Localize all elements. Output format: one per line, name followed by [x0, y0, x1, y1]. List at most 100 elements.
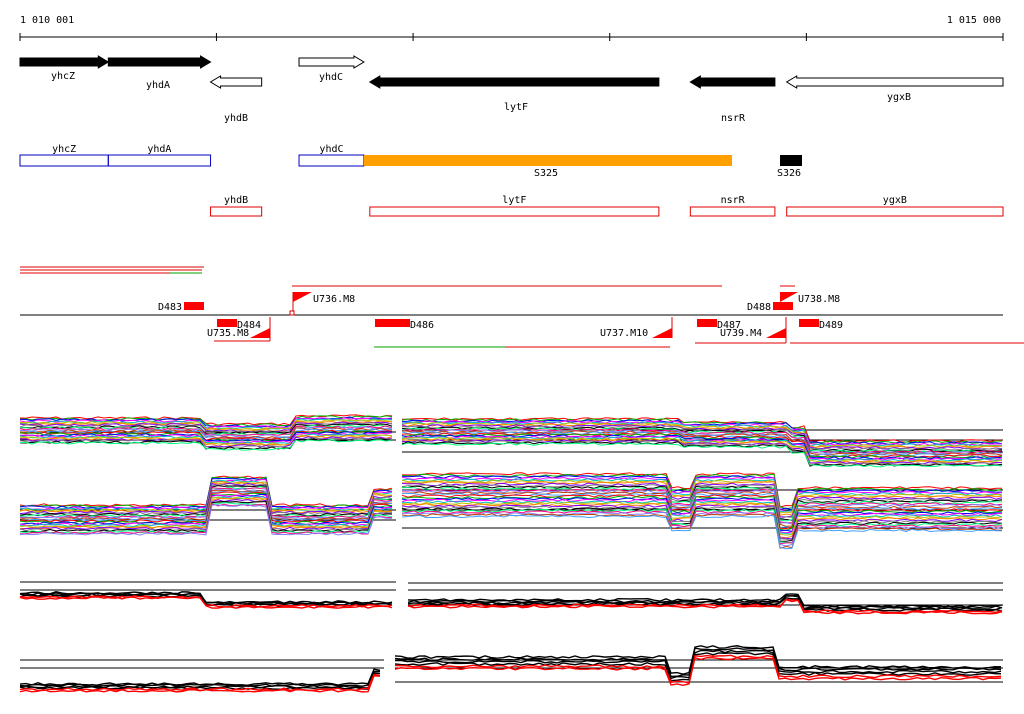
expression-panel-2-right-series — [401, 472, 1003, 508]
minus-transcript-lytf[interactable] — [369, 206, 660, 217]
feature-u738-label: U738.M8 — [798, 294, 840, 305]
feature-u739-flag[interactable] — [766, 328, 786, 338]
expression-panel-2-right-series — [401, 476, 1003, 512]
expression-panel-1-right-series — [401, 439, 1003, 465]
feature-u736-box — [289, 310, 295, 316]
expression-panel-2-right-series — [401, 489, 1003, 525]
expression-panel-3-left — [19, 581, 396, 609]
expression-panel-1-left-series — [19, 422, 393, 433]
minus-transcript-yhdb[interactable] — [210, 206, 263, 217]
segment-s325-bar[interactable] — [364, 155, 732, 166]
gene-nsrr-label: nsrR — [721, 113, 746, 124]
expression-panel-1-right-series — [401, 429, 1003, 455]
expression-panel-4-right-series — [394, 645, 1002, 675]
expression-panel-2-left — [19, 475, 396, 536]
expression-panel-2-right-series — [401, 497, 1003, 532]
gene-yhdb-arrow[interactable] — [209, 75, 263, 89]
feature-d487-label: D487 — [717, 320, 741, 331]
expression-panel-4-right-series — [394, 656, 1002, 686]
expression-panel-1-right — [401, 417, 1003, 468]
expression-panel-4-left — [19, 659, 384, 693]
expression-panel-4-right — [394, 645, 1003, 686]
expression-panel-2-right-series — [401, 485, 1003, 521]
feature-u738-flag[interactable] — [780, 292, 798, 302]
expression-panel-2-right-series — [401, 484, 1003, 520]
feature-d488-label: D488 — [747, 302, 771, 313]
gene-lytf-arrow[interactable] — [368, 75, 660, 89]
feature-u735-flag[interactable] — [250, 328, 270, 338]
minus-transcript-ygxb-label: ygxB — [883, 195, 907, 206]
feature-d488-marker[interactable] — [773, 302, 793, 310]
expression-panel-3-left-series — [19, 596, 393, 609]
expression-panel-3-right — [407, 582, 1003, 615]
gene-lytf-label: lytF — [504, 102, 528, 113]
expression-panel-2-right-series — [401, 492, 1003, 529]
gene-yhda-arrow[interactable] — [107, 55, 212, 69]
expression-panel-2-right-series — [401, 500, 1003, 535]
plus-transcript-yhcz[interactable] — [19, 154, 109, 167]
expression-panel-2-right-series — [401, 511, 1003, 547]
expression-panel-1-left-series — [19, 424, 393, 436]
gene-yhdc-label: yhdC — [319, 72, 343, 83]
feature-track: D483 U736.M8 D488 U738.M8 D484 U735.M8 D… — [20, 266, 1024, 348]
plus-transcript-yhdc[interactable] — [298, 154, 365, 167]
feature-d486-marker[interactable] — [375, 319, 410, 327]
segment-s325-label: S325 — [534, 168, 558, 179]
expression-panel-1-right-series — [401, 430, 1003, 456]
expression-panel-2-left-series — [19, 476, 393, 508]
expression-panel-2-left-series — [19, 504, 393, 536]
expression-panel-3-right-series — [407, 595, 1003, 611]
expression-panel-1-right-series — [401, 442, 1003, 468]
gene-yhdc-arrow[interactable] — [298, 55, 365, 69]
minus-transcript-yhdb-label: yhdB — [224, 195, 248, 206]
expression-panel-2-right-series — [401, 473, 1003, 510]
expression-panel-2-right-series — [401, 494, 1003, 530]
feature-u735-label: U735.M8 — [207, 328, 249, 339]
segment-s326-label: S326 — [777, 168, 801, 179]
feature-d489-marker[interactable] — [799, 319, 819, 327]
expression-panel-1-left-series — [19, 426, 393, 438]
feature-u737-flag[interactable] — [652, 328, 672, 338]
feature-u737-label: U737.M10 — [600, 328, 648, 339]
expression-panel-1-left-series — [19, 425, 393, 437]
segment-s326-bar[interactable] — [780, 155, 802, 166]
expression-panel-4-right-series — [394, 654, 1002, 684]
gene-nsrr-arrow[interactable] — [689, 75, 776, 89]
expression-panel-4-left-series — [19, 668, 381, 686]
expression-panel-3-right-series — [407, 598, 1003, 615]
minus-transcript-nsrr[interactable] — [689, 206, 776, 217]
expression-panel-1-right-series — [401, 427, 1003, 453]
feature-d483-marker[interactable] — [184, 302, 204, 310]
feature-d483-label: D483 — [158, 302, 182, 313]
gene-ygxb-arrow[interactable] — [785, 75, 1004, 89]
feature-u739-label: U739.M4 — [720, 328, 762, 339]
feature-d484-marker[interactable] — [217, 319, 237, 327]
expression-panel-4-right-series — [394, 647, 1002, 678]
expression-panel-3-left-series — [19, 593, 393, 606]
gene-yhda-label: yhdA — [146, 80, 170, 91]
minus-transcript-lytf-label: lytF — [502, 195, 526, 206]
expression-panel-1-right-series — [401, 422, 1003, 448]
expression-profile-panels — [19, 414, 1003, 693]
expression-panel-1-right-series — [401, 433, 1003, 459]
feature-d489-label: D489 — [819, 320, 843, 331]
expression-panel-1-left-series — [19, 439, 393, 451]
plus-transcript-yhda[interactable] — [107, 154, 212, 167]
expression-panel-2-right-series — [401, 488, 1003, 524]
minus-transcript-ygxb[interactable] — [786, 206, 1004, 217]
expression-panel-1-right-series — [401, 423, 1003, 449]
expression-panel-1-right-series — [401, 421, 1003, 447]
gene-yhcz-label: yhcZ — [51, 71, 75, 82]
feature-d487-marker[interactable] — [697, 319, 717, 327]
expression-panel-2-right-series — [401, 510, 1003, 545]
ruler-start-label: 1 010 001 — [20, 15, 74, 26]
gene-yhcz-arrow[interactable] — [19, 55, 110, 69]
expression-panel-1-right-series — [401, 440, 1003, 466]
gene-ygxb-label: ygxB — [887, 92, 911, 103]
gene-annotation-track: yhcZ yhdA yhdB yhdC lytF nsrR ygxB — [19, 55, 1004, 124]
feature-u736-label: U736.M8 — [313, 294, 355, 305]
ruler-ticks — [19, 33, 1004, 41]
coordinate-ruler: 1 010 001 1 015 000 — [19, 15, 1004, 41]
feature-u736-flag[interactable] — [293, 292, 312, 302]
